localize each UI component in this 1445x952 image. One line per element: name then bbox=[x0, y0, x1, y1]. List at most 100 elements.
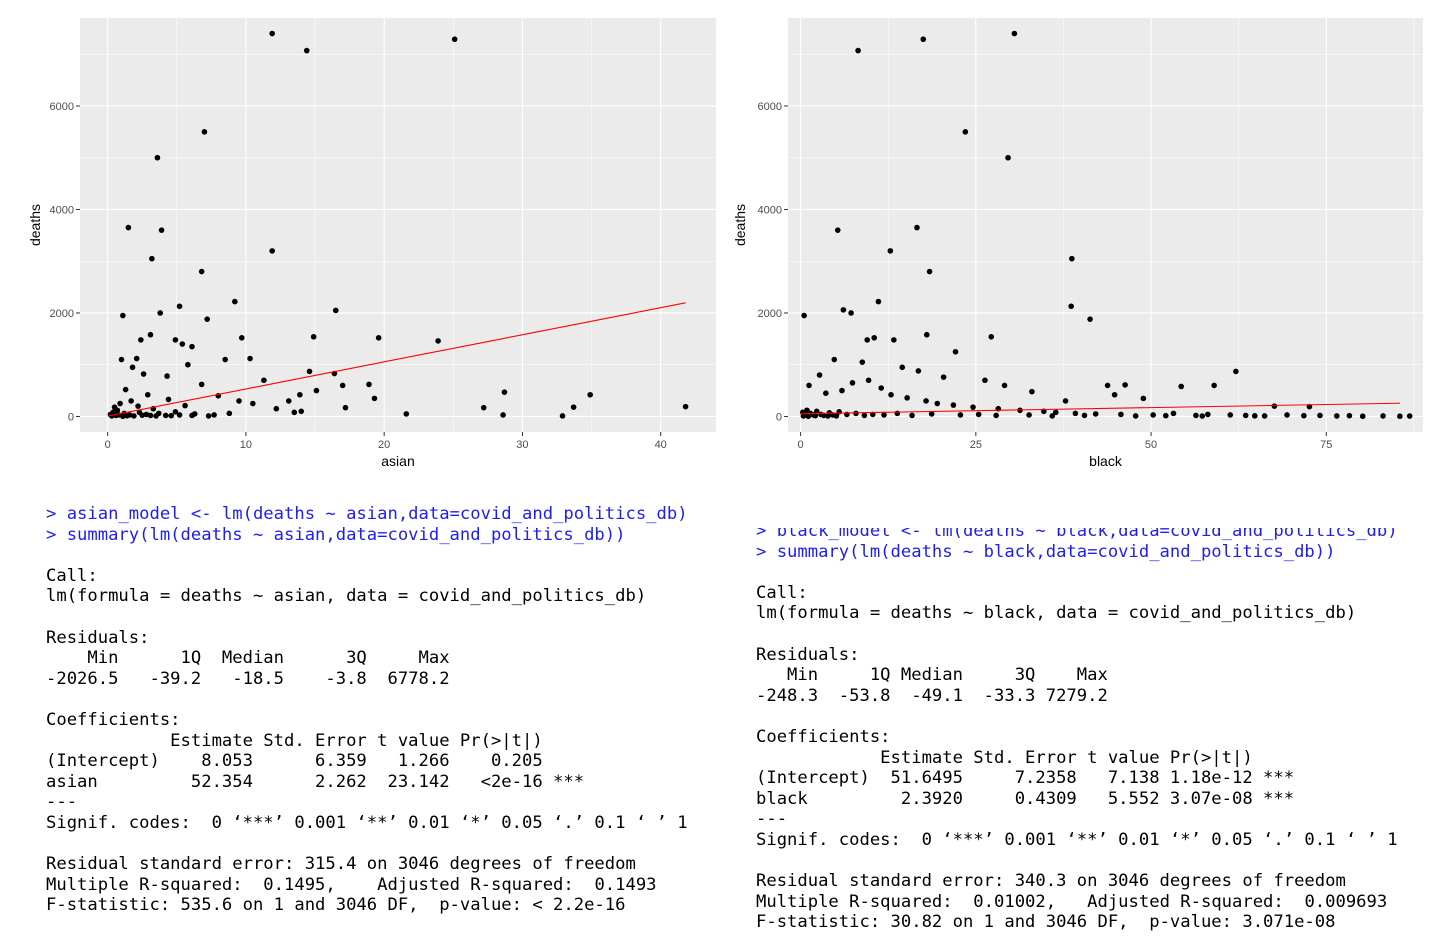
data-point bbox=[970, 404, 976, 410]
data-point bbox=[238, 335, 245, 341]
data-point bbox=[1397, 413, 1403, 420]
data-point bbox=[920, 36, 927, 43]
data-point bbox=[1227, 412, 1234, 418]
console-command-line: > black_model <- lm(deaths ~ black,data=… bbox=[756, 521, 1398, 541]
y-tick-label: 2000 bbox=[758, 308, 782, 320]
x-tick-label: 30 bbox=[516, 439, 528, 451]
data-point bbox=[135, 403, 141, 409]
data-point bbox=[339, 382, 346, 389]
data-point bbox=[570, 404, 577, 410]
data-point bbox=[226, 410, 233, 417]
data-point bbox=[926, 268, 933, 275]
black-deaths-scatterplot: 0 25 50 75 0 2000 4000 6000 black deaths bbox=[732, 18, 1423, 469]
data-point bbox=[839, 387, 845, 394]
data-point bbox=[332, 307, 339, 314]
data-point bbox=[310, 333, 317, 340]
y-tick-label: 0 bbox=[68, 411, 74, 423]
data-point bbox=[881, 412, 887, 418]
data-point bbox=[128, 398, 134, 404]
console-asian-model: > asian_model <- lm(deaths ~ asian,data=… bbox=[46, 504, 688, 916]
data-point bbox=[451, 36, 458, 43]
x-tick-label: 25 bbox=[970, 439, 982, 451]
console-command-line: > asian_model <- lm(deaths ~ asian,data=… bbox=[46, 504, 688, 524]
data-point bbox=[871, 335, 878, 341]
data-point bbox=[1317, 412, 1323, 419]
data-point bbox=[587, 391, 593, 398]
data-point bbox=[1162, 412, 1169, 419]
data-point bbox=[176, 303, 183, 310]
data-point bbox=[125, 224, 132, 231]
data-point bbox=[1406, 413, 1413, 419]
data-point bbox=[1359, 413, 1366, 420]
data-point bbox=[117, 400, 123, 407]
data-point bbox=[269, 248, 275, 254]
data-point bbox=[1001, 382, 1008, 389]
data-point bbox=[831, 356, 838, 363]
x-tick-label: 40 bbox=[655, 439, 667, 451]
data-point bbox=[131, 413, 137, 419]
data-point bbox=[993, 412, 999, 419]
x-tick-label: 0 bbox=[798, 439, 804, 451]
data-point bbox=[158, 227, 165, 233]
data-point bbox=[861, 412, 868, 419]
data-point bbox=[118, 356, 125, 363]
y-tick-label: 6000 bbox=[758, 101, 782, 113]
data-point bbox=[500, 412, 506, 418]
data-point bbox=[269, 30, 275, 37]
data-point bbox=[306, 368, 313, 375]
data-point bbox=[1118, 411, 1124, 418]
data-point bbox=[1193, 412, 1199, 419]
data-point bbox=[172, 409, 179, 415]
y-axis-title: deaths bbox=[732, 204, 748, 246]
data-point bbox=[147, 412, 154, 419]
data-point bbox=[806, 382, 812, 389]
data-point bbox=[122, 386, 129, 393]
data-point bbox=[157, 310, 163, 316]
data-point bbox=[975, 411, 982, 418]
x-tick-label: 20 bbox=[378, 439, 390, 451]
data-point bbox=[1087, 316, 1093, 322]
data-point bbox=[952, 348, 959, 355]
data-point bbox=[865, 377, 872, 384]
data-point bbox=[1150, 412, 1156, 418]
data-point bbox=[1284, 412, 1290, 418]
data-point bbox=[800, 413, 807, 419]
data-point bbox=[138, 337, 144, 343]
data-point bbox=[891, 337, 897, 343]
data-point bbox=[185, 361, 191, 368]
data-point bbox=[1333, 413, 1340, 419]
data-point bbox=[820, 412, 827, 419]
data-point bbox=[840, 307, 847, 313]
data-point bbox=[1068, 303, 1074, 310]
data-point bbox=[198, 381, 205, 388]
data-point bbox=[1011, 30, 1018, 37]
plot-panel bbox=[80, 18, 716, 432]
data-point bbox=[962, 129, 969, 135]
x-tick-label: 50 bbox=[1145, 439, 1157, 451]
data-point bbox=[303, 47, 310, 54]
data-point bbox=[172, 337, 179, 343]
data-point bbox=[147, 331, 154, 338]
data-point bbox=[1104, 382, 1111, 389]
data-point bbox=[1052, 409, 1059, 416]
console-command-line: > summary(lm(deaths ~ black,data=covid_a… bbox=[756, 541, 1336, 562]
data-point bbox=[1049, 413, 1056, 419]
data-point bbox=[940, 374, 947, 380]
data-point bbox=[801, 312, 807, 319]
data-point bbox=[149, 255, 155, 262]
data-point bbox=[261, 377, 267, 384]
data-point bbox=[899, 364, 906, 371]
data-point bbox=[915, 368, 922, 374]
data-point bbox=[1072, 410, 1079, 417]
data-point bbox=[1199, 413, 1206, 419]
y-tick-label: 4000 bbox=[50, 204, 74, 216]
data-point bbox=[1005, 154, 1011, 161]
data-point bbox=[1346, 412, 1353, 419]
data-point bbox=[1301, 412, 1307, 419]
data-point bbox=[988, 333, 995, 340]
data-point bbox=[211, 412, 217, 418]
data-point bbox=[934, 400, 941, 407]
data-point bbox=[816, 372, 823, 378]
y-tick-label: 4000 bbox=[758, 204, 782, 216]
data-point bbox=[909, 412, 915, 419]
